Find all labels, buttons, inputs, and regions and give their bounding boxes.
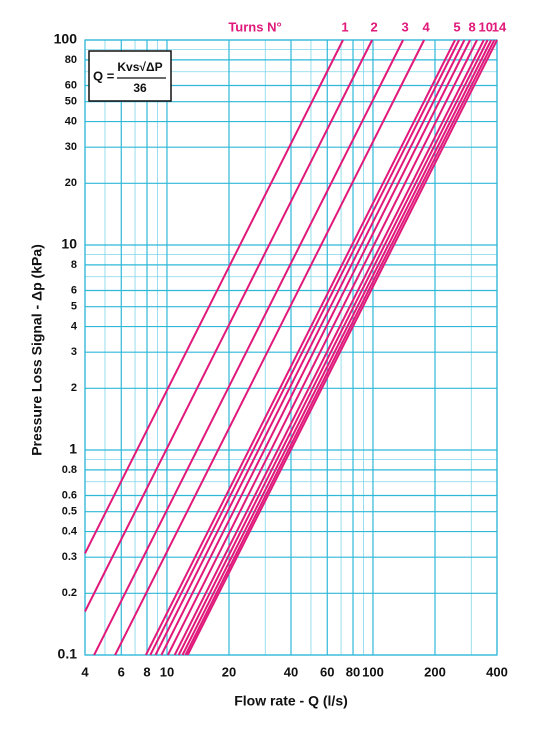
series-label: 10 <box>479 19 493 34</box>
series-line <box>160 39 471 656</box>
series-line <box>84 39 344 554</box>
y-tick-label: 0.4 <box>62 525 78 537</box>
x-tick-label: 100 <box>362 664 384 679</box>
series-line <box>173 39 485 656</box>
formula-box: Q = Kvs√ΔP 36 <box>88 50 172 102</box>
chart-title: Turns N° <box>228 19 281 34</box>
y-tick-label: 30 <box>65 141 77 153</box>
series-line <box>181 39 493 656</box>
series-label: 5 <box>453 19 460 34</box>
series-label: 4 <box>422 19 430 34</box>
x-tick-label: 80 <box>346 664 360 679</box>
series-line <box>84 39 373 612</box>
y-tick-label: 0.5 <box>62 506 77 518</box>
series-line <box>184 39 496 656</box>
y-tick-label: 0.8 <box>62 464 77 476</box>
series-label: 2 <box>370 19 377 34</box>
y-tick-label: 4 <box>71 320 78 332</box>
x-tick-label: 400 <box>486 664 508 679</box>
y-tick-label: 0.1 <box>58 646 78 662</box>
x-axis-label: Flow rate - Q (l/s) <box>234 693 348 709</box>
y-tick-label: 0.3 <box>62 551 77 563</box>
x-tick-label: 200 <box>424 664 446 679</box>
series-label: 3 <box>401 19 408 34</box>
y-tick-label: 3 <box>71 346 77 358</box>
y-tick-label: 50 <box>65 96 77 108</box>
series-line <box>154 39 466 656</box>
y-tick-label: 10 <box>61 236 77 252</box>
x-tick-label: 8 <box>143 664 150 679</box>
y-axis-label: Pressure Loss Signal - Δp (kPa) <box>29 244 45 456</box>
formula-lhs: Q = <box>93 68 115 83</box>
series-line <box>167 39 478 656</box>
series-line <box>177 39 489 656</box>
x-tick-label: 6 <box>118 664 125 679</box>
y-tick-label: 60 <box>65 79 77 91</box>
y-tick-label: 100 <box>54 31 78 47</box>
formula-numerator: Kvs√ΔP <box>117 60 162 74</box>
y-tick-label: 1 <box>69 441 77 457</box>
series-line <box>93 39 404 656</box>
y-tick-label: 20 <box>65 177 77 189</box>
x-tick-label: 10 <box>160 664 174 679</box>
series-line <box>186 39 498 656</box>
x-tick-label: 20 <box>222 664 236 679</box>
x-tick-label: 4 <box>81 664 89 679</box>
y-tick-label: 80 <box>65 54 77 66</box>
x-tick-label: 60 <box>320 664 334 679</box>
y-tick-label: 5 <box>71 301 77 313</box>
series-line <box>149 39 460 656</box>
y-tick-label: 40 <box>65 115 77 127</box>
y-tick-label: 0.2 <box>62 587 77 599</box>
x-tick-label: 40 <box>284 664 298 679</box>
formula-frame <box>88 50 172 102</box>
plot-frame <box>84 39 498 656</box>
series-label: 8 <box>468 19 475 34</box>
y-tick-label: 6 <box>71 284 77 296</box>
series-line <box>145 39 456 656</box>
y-tick-label: 8 <box>71 259 77 271</box>
series-label: 1 <box>341 19 348 34</box>
series-label: 14 <box>492 19 507 34</box>
series-line <box>114 39 425 656</box>
y-tick-label: 2 <box>71 382 77 394</box>
formula-denominator: 36 <box>133 81 147 95</box>
y-tick-label: 0.6 <box>62 489 77 501</box>
